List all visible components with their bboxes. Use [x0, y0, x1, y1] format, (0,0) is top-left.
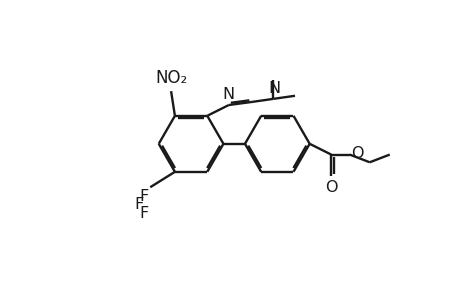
Text: O: O: [324, 180, 337, 195]
Text: N: N: [222, 87, 234, 102]
Text: O: O: [351, 146, 363, 160]
Text: F: F: [134, 197, 144, 212]
Text: NO₂: NO₂: [155, 69, 187, 87]
Text: N: N: [268, 81, 280, 96]
Text: F: F: [139, 189, 148, 204]
Text: F: F: [139, 206, 148, 221]
